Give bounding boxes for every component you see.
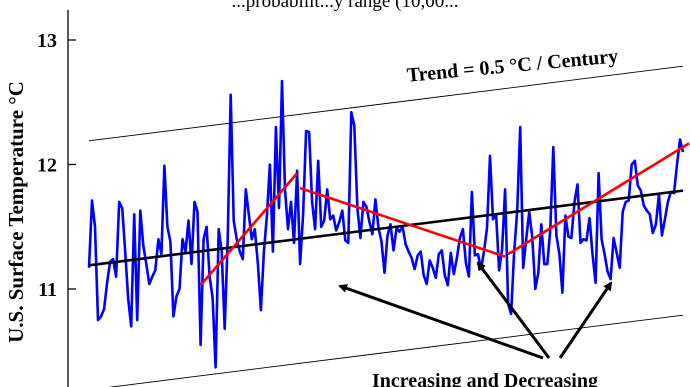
y-tick-label: 12 <box>37 155 57 177</box>
annotation-label: Increasing and Decreasing <box>372 370 598 387</box>
y-tick-label: 13 <box>37 30 57 52</box>
overall-trend <box>88 189 684 267</box>
y-ticks: 11 12 13 <box>37 30 76 301</box>
trend-line <box>88 189 684 267</box>
trend-segment <box>299 186 506 258</box>
annotation-arrow <box>476 261 551 359</box>
band-upper-line <box>88 65 684 142</box>
annotation-arrow <box>338 284 544 360</box>
trend-segments <box>199 142 690 287</box>
y-tick-label: 11 <box>38 279 57 301</box>
annotation-arrow <box>558 281 613 359</box>
trend-segment <box>507 142 690 256</box>
temperature-series <box>87 79 685 369</box>
header-fragment-text: ...probabilit...y range (10,00... <box>231 0 459 12</box>
y-axis-label: U.S. Surface Temperature °C <box>4 81 28 343</box>
trend-band <box>88 65 684 387</box>
trend-segment <box>199 172 299 287</box>
band-lower-line <box>108 314 684 387</box>
annotation-arrows <box>338 261 613 360</box>
trend-label: Trend = 0.5 °C / Century <box>406 45 619 86</box>
series-line <box>87 79 685 369</box>
